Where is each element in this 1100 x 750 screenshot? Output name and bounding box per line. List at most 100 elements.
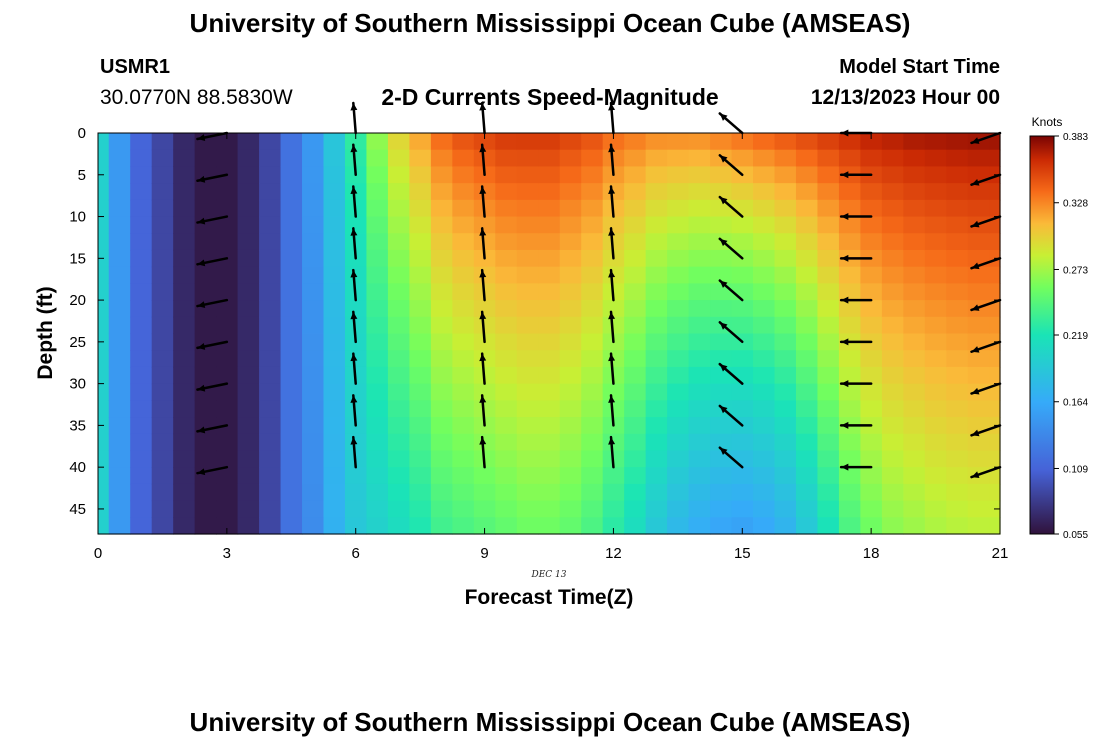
heatmap-cell: [710, 433, 733, 452]
current-vector-arrow: [350, 435, 358, 469]
heatmap-cell: [516, 199, 539, 218]
current-vector-arrow: [196, 131, 229, 141]
current-vector-arrow: [608, 143, 616, 177]
heatmap-cell: [151, 283, 174, 301]
heatmap-cell: [130, 216, 153, 234]
heatmap-cell: [559, 467, 582, 485]
heatmap-cell: [817, 366, 840, 385]
heatmap-cell: [795, 450, 819, 468]
heatmap-cell: [688, 216, 711, 234]
heatmap-cell: [259, 133, 282, 151]
heatmap-cell: [924, 483, 947, 502]
heatmap-cell: [151, 333, 174, 351]
plot-frame: [97, 132, 1001, 535]
heatmap-cell: [452, 199, 475, 218]
heatmap-cell: [838, 366, 862, 385]
heatmap-cell: [903, 450, 926, 468]
heatmap-cell: [280, 500, 303, 518]
heatmap-cell: [967, 183, 990, 201]
heatmap-cell: [645, 483, 668, 502]
heatmap-cell: [323, 433, 346, 452]
heatmap-cell: [173, 417, 196, 435]
heatmap-cell: [130, 199, 153, 218]
heatmap-cell: [409, 233, 432, 251]
heatmap-cell: [130, 366, 153, 385]
heatmap-cell: [366, 249, 389, 268]
heatmap-cell: [516, 483, 539, 502]
heatmap-cell: [581, 517, 604, 535]
heatmap-cell: [817, 450, 840, 468]
heatmap-cell: [409, 366, 432, 385]
heatmap-cell: [366, 467, 389, 485]
heatmap-cell: [581, 350, 604, 368]
heatmap-cell: [774, 450, 797, 468]
heatmap-cell: [173, 350, 196, 368]
heatmap-cell: [602, 517, 625, 535]
heatmap-cell: [795, 266, 819, 284]
heatmap-cell: [108, 249, 131, 268]
heatmap-cell: [795, 249, 819, 268]
heatmap-cell: [731, 300, 754, 318]
heatmap-cell: [602, 300, 625, 318]
heatmap-cell: [237, 350, 260, 368]
heatmap-cell: [710, 517, 733, 535]
heatmap-cell: [602, 133, 625, 151]
colorbar-tick-label: 0.328: [1063, 199, 1088, 210]
heatmap-cell: [538, 283, 561, 301]
heatmap-cell: [516, 249, 539, 268]
heatmap-cell: [237, 433, 260, 452]
heatmap-cell: [903, 166, 926, 184]
heatmap-cell: [667, 266, 690, 284]
heatmap-cell: [98, 199, 110, 218]
heatmap-layer: [98, 133, 1001, 535]
heatmap-cell: [710, 183, 733, 201]
heatmap-cell: [967, 483, 990, 502]
x-tick-label: 3: [223, 545, 231, 562]
heatmap-cell: [516, 233, 539, 251]
heatmap-cell: [903, 417, 926, 435]
heatmap-cell: [860, 350, 883, 368]
heatmap-cell: [645, 249, 668, 268]
heatmap-cell: [624, 166, 647, 184]
heatmap-cell: [774, 383, 797, 401]
heatmap-cell: [302, 350, 325, 368]
current-vector-arrow: [970, 131, 1002, 145]
heatmap-cell: [602, 483, 625, 502]
heatmap-cell: [624, 433, 647, 452]
heatmap-cell: [538, 383, 561, 401]
heatmap-cell: [302, 216, 325, 234]
heatmap-cell: [989, 350, 1001, 368]
heatmap-cell: [473, 400, 496, 418]
heatmap-cell: [753, 417, 776, 435]
heatmap-cell: [860, 400, 883, 418]
heatmap-cell: [302, 433, 325, 452]
heatmap-cell: [795, 333, 819, 351]
heatmap-cell: [130, 467, 153, 485]
heatmap-cell: [688, 417, 711, 435]
heatmap-cell: [259, 283, 282, 301]
heatmap-cell: [924, 249, 947, 268]
heatmap-cell: [624, 233, 647, 251]
heatmap-cell: [688, 333, 711, 351]
heatmap-cell: [194, 450, 217, 468]
heatmap-cell: [559, 383, 582, 401]
current-vector-arrow: [970, 257, 1002, 270]
heatmap-cell: [409, 467, 432, 485]
heatmap-cell: [280, 166, 303, 184]
heatmap-cell: [688, 517, 711, 535]
heatmap-cell: [323, 216, 346, 234]
colorbar-tick-label: 0.055: [1063, 530, 1088, 541]
heatmap-cell: [473, 300, 496, 318]
heatmap-cell: [731, 133, 754, 151]
heatmap-cell: [967, 283, 990, 301]
heatmap-cell: [516, 467, 539, 485]
heatmap-cell: [302, 149, 325, 168]
heatmap-cell: [452, 467, 475, 485]
colorbar-tick-label: 0.109: [1063, 464, 1088, 475]
heatmap-cell: [216, 183, 239, 201]
heatmap-cell: [409, 500, 432, 518]
heatmap-cell: [130, 133, 153, 151]
heatmap-cell: [559, 417, 582, 435]
heatmap-cell: [795, 417, 819, 435]
heatmap-cell: [130, 233, 153, 251]
